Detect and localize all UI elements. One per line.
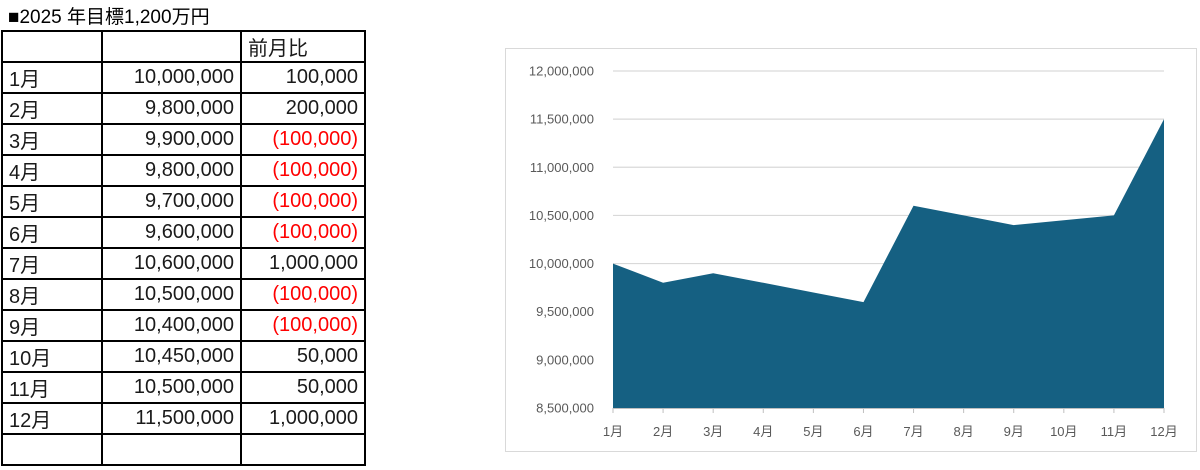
month-cell[interactable]: 12月 [1, 402, 103, 435]
value-cell[interactable]: 10,500,000 [101, 278, 242, 311]
empty-cell[interactable] [1, 433, 103, 466]
month-cell[interactable]: 6月 [1, 216, 103, 249]
value-cell[interactable]: 10,000,000 [101, 61, 242, 94]
x-axis-label: 3月 [703, 424, 723, 439]
col-header-month[interactable] [1, 30, 103, 63]
diff-cell[interactable]: (100,000) [240, 309, 366, 342]
value-cell[interactable]: 10,400,000 [101, 309, 242, 342]
value-cell[interactable]: 10,600,000 [101, 247, 242, 280]
table-row: 7月 10,600,000 1,000,000 [1, 247, 366, 280]
table-row: 11月 10,500,000 50,000 [1, 371, 366, 404]
x-axis-label: 1月 [603, 424, 623, 439]
y-axis-label: 11,500,000 [530, 112, 594, 127]
value-cell[interactable]: 9,800,000 [101, 92, 242, 125]
value-cell[interactable]: 10,450,000 [101, 340, 242, 373]
header-row: 前月比 [1, 30, 366, 63]
month-cell[interactable]: 9月 [1, 309, 103, 342]
month-cell[interactable]: 3月 [1, 123, 103, 156]
empty-cell[interactable] [240, 433, 366, 466]
y-axis-label: 10,000,000 [529, 256, 594, 271]
y-axis-label: 9,000,000 [536, 352, 594, 367]
month-cell[interactable]: 2月 [1, 92, 103, 125]
empty-cell[interactable] [101, 433, 242, 466]
table-row: 9月 10,400,000 (100,000) [1, 309, 366, 342]
table-row: 10月 10,450,000 50,000 [1, 340, 366, 373]
table-row: 2月 9,800,000 200,000 [1, 92, 366, 125]
value-cell[interactable]: 9,800,000 [101, 154, 242, 187]
table-row: 5月 9,700,000 (100,000) [1, 185, 366, 218]
value-cell[interactable]: 9,700,000 [101, 185, 242, 218]
table-row: 8月 10,500,000 (100,000) [1, 278, 366, 311]
y-axis-label: 9,500,000 [536, 304, 594, 319]
diff-cell[interactable]: 50,000 [240, 371, 366, 404]
y-axis-label: 10,500,000 [529, 208, 594, 223]
diff-cell[interactable]: (100,000) [240, 216, 366, 249]
x-axis-label: 11月 [1101, 424, 1128, 439]
chart-svg: 12,000,000 11,500,000 11,000,000 10,500,000… [529, 64, 1178, 440]
month-cell[interactable]: 10月 [1, 340, 103, 373]
x-axis-label: 2月 [653, 424, 673, 439]
x-axis-label: 12月 [1150, 424, 1177, 439]
month-cell[interactable]: 4月 [1, 154, 103, 187]
area-series[interactable] [613, 119, 1164, 408]
monthly-table: 前月比 1月 10,000,000 100,000 2月 9,800,000 200,00… [1, 30, 366, 466]
diff-cell[interactable]: 1,000,000 [240, 402, 366, 435]
diff-cell[interactable]: 100,000 [240, 61, 366, 94]
value-cell[interactable]: 10,500,000 [101, 371, 242, 404]
x-axis-label: 9月 [1004, 424, 1024, 439]
diff-cell[interactable]: (100,000) [240, 154, 366, 187]
x-axis-label: 4月 [753, 424, 773, 439]
table-row: 1月 10,000,000 100,000 [1, 61, 366, 94]
sheet-title: ■2025 年目標1,200万円 [8, 7, 210, 28]
diff-cell[interactable]: (100,000) [240, 185, 366, 218]
month-cell[interactable]: 7月 [1, 247, 103, 280]
y-axis-label: 12,000,000 [529, 64, 594, 79]
col-header-value[interactable] [101, 30, 242, 63]
value-cell[interactable]: 11,500,000 [101, 402, 242, 435]
month-cell[interactable]: 1月 [1, 61, 103, 94]
table-row: 12月 11,500,000 1,000,000 [1, 402, 366, 435]
diff-cell[interactable]: (100,000) [240, 123, 366, 156]
table-row: 6月 9,600,000 (100,000) [1, 216, 366, 249]
diff-cell[interactable]: 200,000 [240, 92, 366, 125]
month-cell[interactable]: 11月 [1, 371, 103, 404]
x-axis-label: 8月 [954, 424, 974, 439]
diff-cell[interactable]: 50,000 [240, 340, 366, 373]
month-cell[interactable]: 8月 [1, 278, 103, 311]
table-row: 3月 9,900,000 (100,000) [1, 123, 366, 156]
x-axis-label: 7月 [903, 424, 923, 439]
diff-cell[interactable]: (100,000) [240, 278, 366, 311]
table-row-clipped [1, 433, 366, 466]
table-row: 4月 9,800,000 (100,000) [1, 154, 366, 187]
value-cell[interactable]: 9,600,000 [101, 216, 242, 249]
diff-cell[interactable]: 1,000,000 [240, 247, 366, 280]
x-axis-label: 10月 [1050, 424, 1077, 439]
y-axis-label: 11,000,000 [530, 160, 594, 175]
month-cell[interactable]: 5月 [1, 185, 103, 218]
sales-area-chart[interactable]: 12,000,000 11,500,000 11,000,000 10,500,000… [505, 48, 1197, 452]
x-axis-label: 5月 [803, 424, 823, 439]
y-axis-label: 8,500,000 [536, 401, 594, 416]
value-cell[interactable]: 9,900,000 [101, 123, 242, 156]
col-header-diff[interactable]: 前月比 [240, 30, 366, 63]
x-axis-label: 6月 [853, 424, 873, 439]
